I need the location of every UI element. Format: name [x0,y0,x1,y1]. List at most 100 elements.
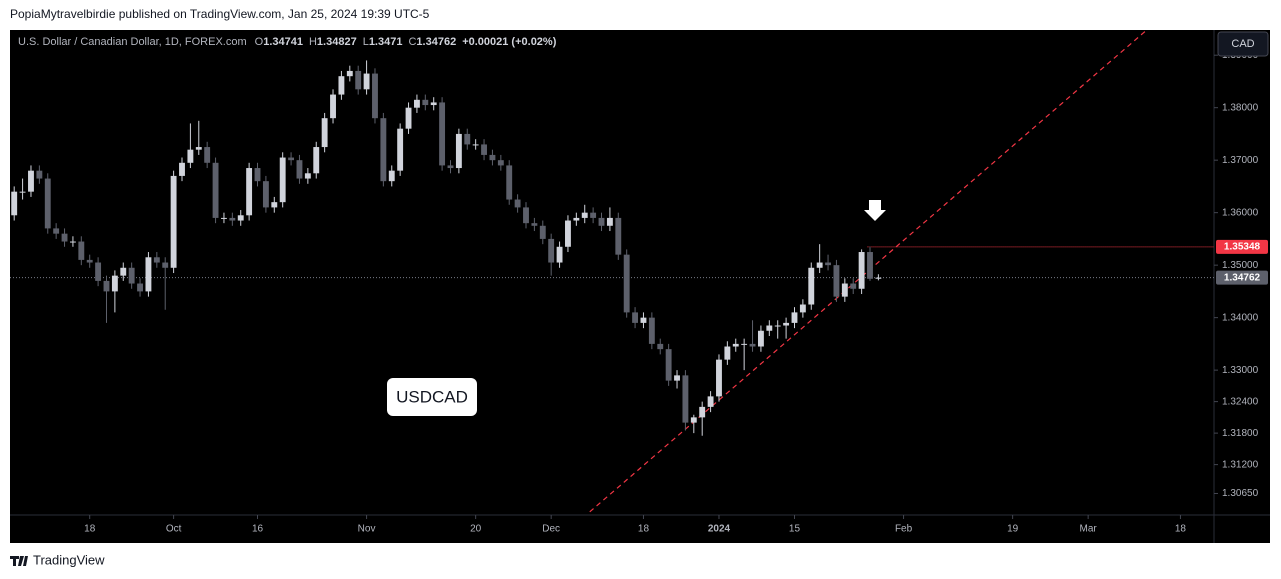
currency-button-label[interactable]: CAD [1231,38,1254,50]
x-tick-label: 2024 [708,524,731,535]
candle-body [833,265,840,297]
candle-body [128,267,135,284]
x-tick-label: Nov [358,524,376,535]
x-tick-label: Dec [542,524,560,535]
candle-body [489,154,496,161]
candle-body [78,241,85,260]
down-arrow-annotation [864,200,886,221]
level-label: 1.35348 [1224,242,1261,253]
y-tick-label: 1.31200 [1222,459,1259,470]
candle-body [279,157,286,203]
candle-body [531,223,538,226]
ohlc-value: 1.34741 [263,36,303,48]
candle-body [36,170,43,179]
annotation-text: USDCAD [396,387,468,406]
candle-body [497,160,504,166]
candle-body [707,396,714,407]
candle-body [162,262,169,268]
candle-body [447,165,454,169]
candle-body [825,262,831,266]
candle-body [741,343,748,345]
y-tick-label: 1.36000 [1222,207,1259,218]
candle-body [548,238,555,263]
ohlc-value: 1.34827 [317,36,357,48]
annotation-box [387,378,477,416]
level-label-box [1216,239,1268,254]
published-note: PopiaMytravelbirdie published on Trading… [10,7,430,21]
y-tick-label: 1.38000 [1222,102,1259,113]
x-tick-label: 19 [1007,524,1019,535]
candle-body [640,317,647,323]
x-tick-label: Oct [166,524,182,535]
candle-body [783,322,790,326]
candle-body [749,343,756,347]
candle-body [111,275,118,292]
candle-body [623,254,630,313]
candle-body [254,168,261,182]
candle-body [19,191,26,193]
candle-body [397,128,404,171]
y-tick-label: 1.34000 [1222,312,1259,323]
candle-body [405,107,412,129]
candle-body [422,99,429,106]
y-tick-label: 1.30650 [1222,488,1259,499]
candle-body [237,215,244,221]
chart-header: U.S. Dollar / Canadian Dollar, 1D, FOREX… [18,36,557,48]
candle-body [581,212,588,218]
brand-logo [10,556,28,566]
candle-body [565,220,571,247]
candle-body [95,262,102,281]
candle-body [338,76,345,95]
candle-body [330,94,336,119]
symbol: U.S. Dollar / Canadian Dollar, 1D, FOREX… [18,36,247,48]
candle-body [179,162,185,176]
candle-body [363,73,370,90]
x-tick-label: 15 [789,524,801,535]
candle-body [212,162,219,218]
x-tick-label: 18 [1175,524,1187,535]
candle-body [648,317,655,344]
candle-body [598,217,605,226]
candle-body [145,257,152,292]
candle-body [791,312,798,323]
ohlc-field: C [408,36,416,48]
candle-body [632,312,639,323]
candle-body [556,246,563,263]
candle-body [875,277,882,279]
currency-button[interactable] [1217,31,1269,57]
candle-body [850,283,857,289]
x-tick-label: Feb [895,524,913,535]
candle-body [346,70,353,77]
candle-body [808,267,815,305]
candle-body [539,225,546,239]
candle-body [11,191,18,216]
candle-body [69,241,76,243]
y-tick-label: 1.32400 [1222,396,1259,407]
candle-body [464,133,471,145]
ohlc-field: H [309,36,317,48]
candle-body [28,170,34,192]
candle-body [757,330,764,347]
candle-body [153,257,160,263]
candle-body [816,262,823,268]
candle-body [472,144,479,146]
candle-body [321,118,328,148]
y-tick-label: 1.37000 [1222,155,1259,166]
candle-body [187,149,194,163]
x-tick-label: 20 [470,524,482,535]
candle-body [221,217,227,219]
candle-body [867,252,873,279]
change: +0.00021 (+0.02%) [462,36,557,48]
candle-body [413,99,420,108]
candle-body [665,349,672,381]
candle-body [195,147,202,150]
candle-body [716,359,722,397]
candle-body [506,165,513,200]
candle-body [170,175,177,268]
candle-body [271,202,278,208]
candle-body [615,217,622,255]
candle-body [590,212,597,218]
x-tick-label: 18 [638,524,650,535]
candle-body [372,73,378,119]
